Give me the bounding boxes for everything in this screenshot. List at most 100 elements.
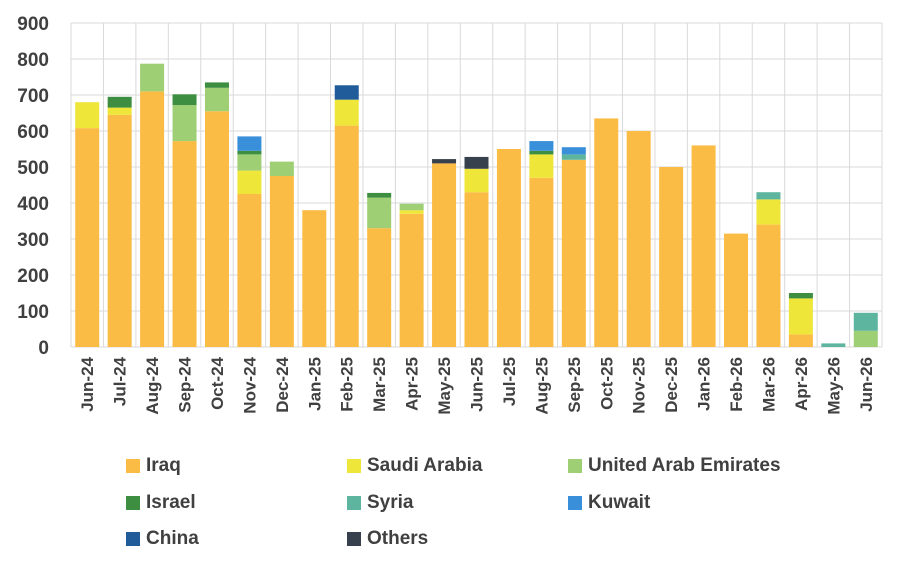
bar-segment xyxy=(75,128,100,347)
x-tick-label: May-25 xyxy=(435,357,454,415)
legend-label: Others xyxy=(367,528,429,549)
bar-segment xyxy=(561,147,586,155)
bar-segment xyxy=(237,154,262,171)
bar-segment xyxy=(853,312,878,331)
x-tick-label: Jan-26 xyxy=(695,357,714,411)
legend-label: Saudi Arabia xyxy=(367,455,483,476)
x-tick-label: Apr-25 xyxy=(403,357,422,411)
bar-segment xyxy=(367,228,392,347)
legend-label: Syria xyxy=(367,492,414,513)
bar-segment xyxy=(464,168,489,193)
bar-segment xyxy=(334,125,359,347)
x-tick-label: Apr-26 xyxy=(792,357,811,411)
x-tick-label: Jun-25 xyxy=(468,357,487,412)
y-tick-label: 700 xyxy=(17,86,49,107)
bar-segment xyxy=(529,150,554,155)
x-tick-label: Nov-25 xyxy=(630,357,649,414)
legend-swatch xyxy=(568,459,582,473)
x-tick-label: Feb-25 xyxy=(338,357,357,412)
legend-label: Israel xyxy=(146,492,196,513)
bar-segment xyxy=(496,149,521,347)
x-tick-label: Sep-24 xyxy=(176,356,195,412)
bar-segment xyxy=(756,192,781,200)
legend-swatch xyxy=(347,459,361,473)
bar-segment xyxy=(204,111,229,347)
legend-swatch xyxy=(347,496,361,510)
x-tick-label: Dec-24 xyxy=(273,356,292,412)
y-tick-label: 100 xyxy=(17,302,49,323)
bar-segment xyxy=(140,91,165,348)
x-tick-label: Oct-24 xyxy=(208,356,227,409)
bar-segment xyxy=(853,330,878,347)
bar-segment xyxy=(626,131,651,347)
bar-segment xyxy=(107,107,132,115)
bar-segment xyxy=(432,159,457,164)
bar-segment xyxy=(237,194,262,347)
bar-segment xyxy=(334,99,359,126)
x-tick-label: Jan-25 xyxy=(305,357,324,411)
x-tick-label: Nov-24 xyxy=(240,356,259,413)
y-tick-label: 900 xyxy=(17,14,49,35)
bar-segment xyxy=(204,87,229,112)
legend-item: Others xyxy=(347,527,428,551)
x-tick-label: Oct-25 xyxy=(597,357,616,410)
bar-segment xyxy=(561,159,586,347)
x-axis-ticks: Jun-24 Jul-24 Aug-24 Sep-24 Oct-24 Nov-24 Dec-… xyxy=(78,356,876,414)
bar-segment xyxy=(75,102,100,129)
bar-segment xyxy=(464,192,489,347)
legend-swatch xyxy=(126,459,140,473)
bar-segment xyxy=(107,96,132,108)
y-tick-label: 0 xyxy=(38,338,49,359)
bar-segment xyxy=(788,298,813,335)
bar-segment xyxy=(659,167,684,347)
x-tick-label: Sep-25 xyxy=(565,357,584,413)
legend-swatch xyxy=(126,532,140,546)
x-tick-label: Jul-25 xyxy=(500,357,519,406)
y-tick-label: 500 xyxy=(17,158,49,179)
bar-segment xyxy=(237,150,262,155)
bar-segment xyxy=(529,141,554,151)
legend-item: Israel xyxy=(126,491,196,515)
bar-segment xyxy=(432,163,457,347)
legend-label: United Arab Emirates xyxy=(588,455,781,476)
bar-segment xyxy=(788,334,813,347)
legend-label: Kuwait xyxy=(588,492,651,513)
bar-segment xyxy=(237,170,262,194)
x-tick-label: Jun-24 xyxy=(78,356,97,411)
x-tick-label: Jun-26 xyxy=(857,357,876,412)
bar-segment xyxy=(399,203,424,211)
x-tick-label: May-26 xyxy=(824,357,843,415)
x-tick-label: Jul-24 xyxy=(111,356,130,406)
bars xyxy=(75,63,878,348)
bar-segment xyxy=(594,118,619,348)
stacked-bar-chart: 0 100 200 300 400 500 600 700 800 900 Jun-24 Jul-2… xyxy=(17,14,883,415)
bar-segment xyxy=(302,210,327,347)
y-tick-label: 800 xyxy=(17,50,49,71)
bar-segment xyxy=(334,85,359,100)
bar-segment xyxy=(172,94,197,106)
x-tick-label: Aug-24 xyxy=(143,356,162,414)
bar-segment xyxy=(529,177,554,347)
bar-segment xyxy=(367,192,392,198)
legend-item: Kuwait xyxy=(568,491,650,515)
bar-segment xyxy=(724,233,749,347)
bar-segment xyxy=(756,224,781,347)
bar-segment xyxy=(399,210,424,214)
legend-label: Iraq xyxy=(146,455,181,476)
legend-item: China xyxy=(126,527,199,551)
bar-segment xyxy=(172,105,197,142)
bar-segment xyxy=(691,145,716,347)
bar-segment xyxy=(140,63,165,92)
x-tick-label: Feb-26 xyxy=(727,357,746,412)
legend-item: Syria xyxy=(347,491,413,515)
y-tick-label: 300 xyxy=(17,230,49,251)
bar-segment xyxy=(464,156,489,169)
y-tick-label: 200 xyxy=(17,266,49,287)
bar-segment xyxy=(756,199,781,225)
bar-segment xyxy=(107,114,132,347)
legend-swatch xyxy=(347,532,361,546)
bar-segment xyxy=(788,293,813,299)
legend-swatch xyxy=(126,496,140,510)
y-tick-label: 600 xyxy=(17,122,49,143)
